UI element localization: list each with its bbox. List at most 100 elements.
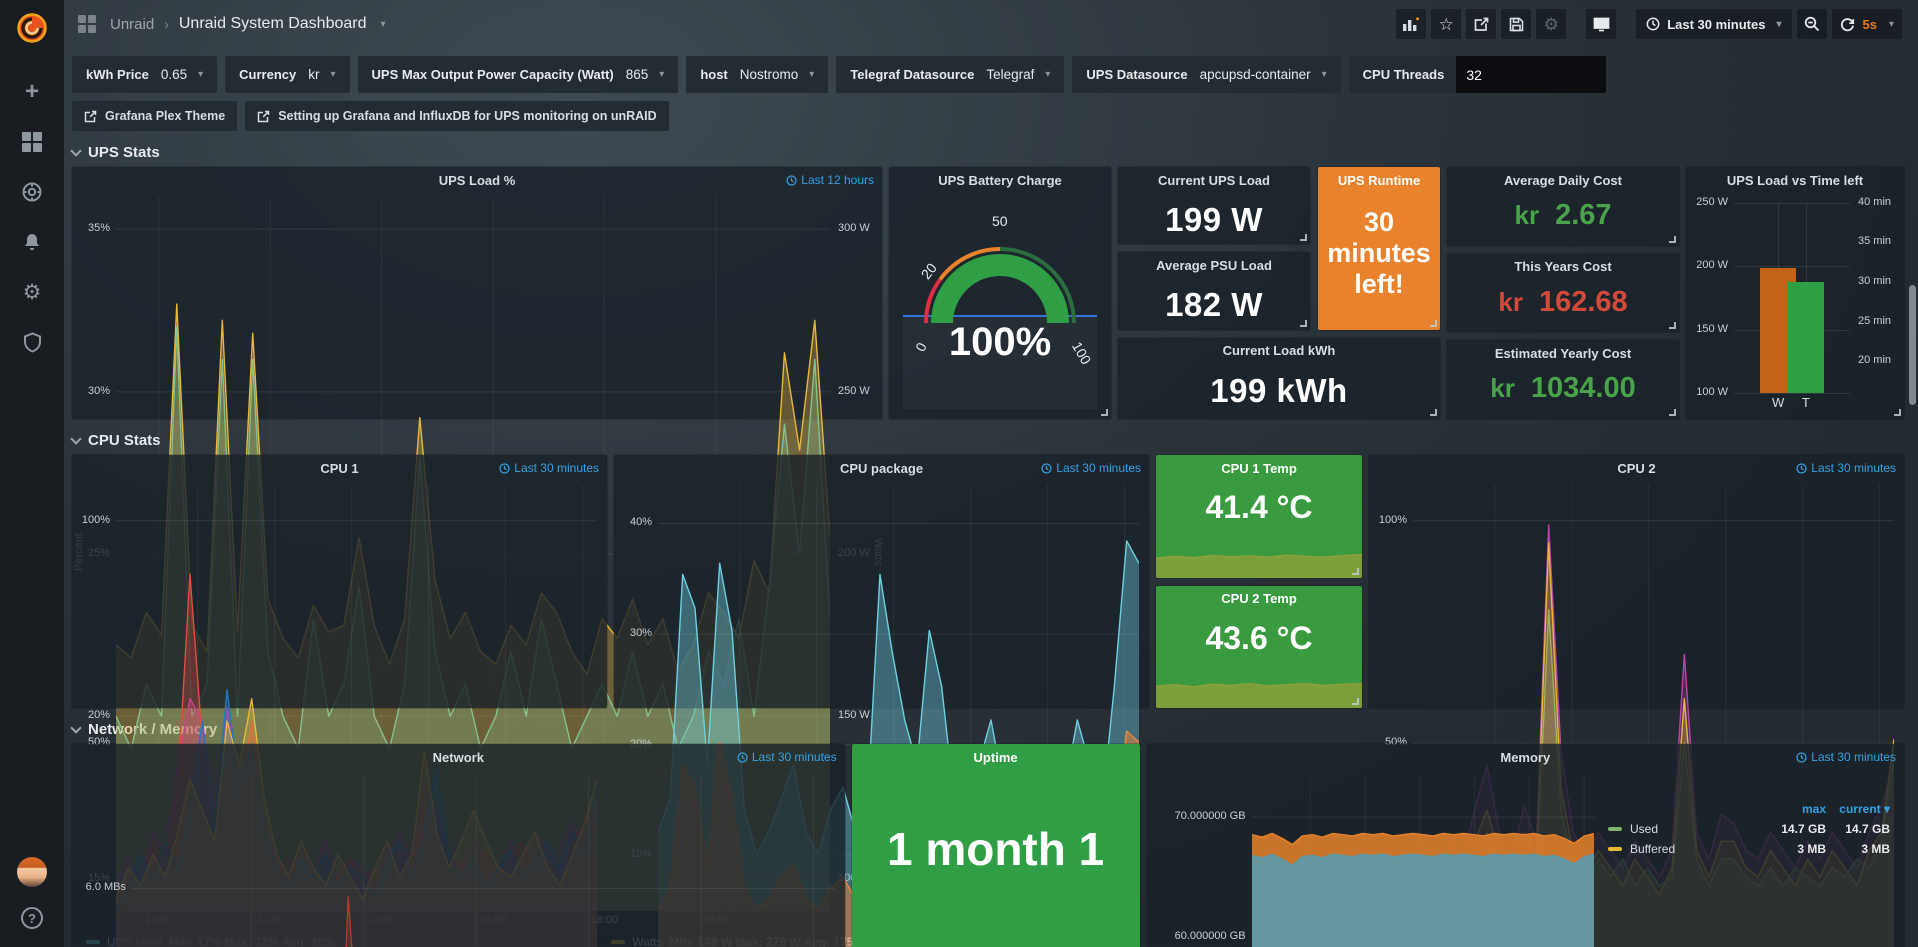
grafana-logo[interactable] <box>0 0 64 56</box>
panel-resize-handle[interactable] <box>1300 234 1307 241</box>
load-time-bar-chart[interactable] <box>1734 203 1850 393</box>
stat-value: 199 W <box>1165 201 1263 239</box>
legend-column-header[interactable]: max <box>1762 802 1826 816</box>
time-range-caret-icon: ▾ <box>1776 19 1781 30</box>
variable-value[interactable]: 865 <box>626 67 649 82</box>
panel-title[interactable]: Memory Last 30 minutes <box>1147 744 1904 770</box>
variable-ups-max-output[interactable]: UPS Max Output Power Capacity (Watt) 865… <box>358 56 679 93</box>
dashboards-icon[interactable] <box>20 130 44 154</box>
panel-estimated-yearly-cost: Estimated Yearly Cost kr1034.00 <box>1447 340 1679 419</box>
memory-chart[interactable] <box>1252 776 1594 947</box>
legend-series-name[interactable]: Buffered <box>1608 842 1762 856</box>
panel-title[interactable]: Current UPS Load <box>1158 167 1270 193</box>
variable-value[interactable]: 0.65 <box>161 67 187 82</box>
dashboard-title-caret-icon[interactable]: ▾ <box>381 19 386 30</box>
axis-tick: 35 min <box>1858 235 1891 247</box>
panel-resize-handle[interactable] <box>1430 409 1437 416</box>
panel-resize-handle[interactable] <box>1352 698 1359 705</box>
create-plus-icon[interactable]: + <box>20 80 44 104</box>
axis-tick: 250 W <box>838 385 870 397</box>
zoom-out-button[interactable] <box>1797 9 1827 39</box>
panel-time-override[interactable]: Last 30 minutes <box>737 750 837 764</box>
panel-cpu-package: CPU package Last 30 minutes 40%30%20%10%… <box>614 455 1149 708</box>
variable-value[interactable]: Telegraf <box>986 67 1034 82</box>
panel-title[interactable]: UPS Load vs Time left <box>1686 167 1904 193</box>
panel-resize-handle[interactable] <box>1430 320 1437 327</box>
star-dashboard-button[interactable]: ☆ <box>1431 9 1461 39</box>
add-panel-button[interactable] <box>1396 9 1426 39</box>
panel-resize-handle[interactable] <box>1352 568 1359 575</box>
variable-currency[interactable]: Currency kr▾ <box>225 56 349 93</box>
dashboard-settings-button[interactable]: ⚙ <box>1536 9 1566 39</box>
breadcrumb-folder[interactable]: Unraid <box>110 16 154 33</box>
dashboards-grid-glyph <box>22 132 42 152</box>
admin-shield-icon[interactable] <box>20 330 44 354</box>
panel-title[interactable]: Network Last 30 minutes <box>72 744 845 770</box>
variable-label: CPU Threads <box>1363 67 1445 82</box>
y-axis-right: 40 min35 min30 min25 min20 min <box>1850 203 1904 393</box>
help-icon[interactable]: ? <box>21 907 43 929</box>
cpu-threads-input[interactable] <box>1456 56 1606 93</box>
panel-resize-handle[interactable] <box>1300 320 1307 327</box>
stat-value: 182 W <box>1165 286 1263 324</box>
panel-title[interactable]: Average PSU Load <box>1156 252 1272 278</box>
dashboard-title[interactable]: Unraid System Dashboard <box>179 15 367 33</box>
panel-title[interactable]: Average Daily Cost <box>1504 167 1622 193</box>
panel-title[interactable]: UPS Runtime <box>1318 167 1440 193</box>
axis-tick: 70.000000 GB <box>1175 810 1246 822</box>
legend-column-header[interactable]: current ▾ <box>1826 802 1890 816</box>
user-avatar[interactable] <box>17 857 47 887</box>
time-range-picker[interactable]: Last 30 minutes ▾ <box>1636 9 1791 39</box>
refresh-control[interactable]: 5s ▾ <box>1832 9 1903 39</box>
bar-T[interactable] <box>1788 282 1824 393</box>
variable-host[interactable]: host Nostromo▾ <box>686 56 828 93</box>
network-chart[interactable] <box>132 776 835 947</box>
panel-time-override[interactable]: Last 12 hours <box>786 173 874 187</box>
variable-value[interactable]: apcupsd-container <box>1200 67 1311 82</box>
panel-title[interactable]: UPS Load % Last 12 hours <box>72 167 882 193</box>
panel-resize-handle[interactable] <box>1894 409 1901 416</box>
panel-title[interactable]: CPU 2 Temp <box>1156 586 1362 612</box>
panel-title[interactable]: This Years Cost <box>1514 254 1611 280</box>
share-dashboard-button[interactable] <box>1466 9 1496 39</box>
panel-resize-handle[interactable] <box>1669 409 1676 416</box>
variable-value[interactable]: kr <box>308 67 319 82</box>
top-navbar: Unraid › Unraid System Dashboard ▾ ☆ ⚙ <box>68 0 1904 48</box>
variable-ups-datasource[interactable]: UPS Datasource apcupsd-container▾ <box>1072 56 1340 93</box>
panel-title[interactable]: UPS Battery Charge <box>889 167 1111 193</box>
save-dashboard-button[interactable] <box>1501 9 1531 39</box>
link-grafana-plex-theme[interactable]: Grafana Plex Theme <box>72 101 237 131</box>
panel-time-override[interactable]: Last 30 minutes <box>499 461 599 475</box>
panel-title[interactable]: CPU package Last 30 minutes <box>614 455 1149 481</box>
panel-title[interactable]: CPU 2 Last 30 minutes <box>1369 455 1904 481</box>
variable-kwh-price[interactable]: kWh Price 0.65▾ <box>72 56 217 93</box>
clock-icon <box>1796 752 1807 763</box>
cpu1-temp-sparkline <box>1156 552 1362 578</box>
stat-value: kr162.68 <box>1498 286 1627 319</box>
panel-title[interactable]: Current Load kWh <box>1223 338 1336 364</box>
panel-title[interactable]: CPU 1 Temp <box>1156 455 1362 481</box>
alerting-bell-icon[interactable] <box>20 230 44 254</box>
star-icon: ☆ <box>1439 16 1454 33</box>
link-ups-monitoring-guide[interactable]: Setting up Grafana and InfluxDB for UPS … <box>245 101 668 131</box>
panel-time-override[interactable]: Last 30 minutes <box>1796 461 1896 475</box>
legend-series-name[interactable]: Used <box>1608 822 1762 836</box>
tv-mode-button[interactable] <box>1586 9 1616 39</box>
panel-title[interactable]: Estimated Yearly Cost <box>1495 340 1631 366</box>
panel-title[interactable]: CPU 1 Last 30 minutes <box>72 455 607 481</box>
variable-telegraf-datasource[interactable]: Telegraf Datasource Telegraf▾ <box>836 56 1064 93</box>
panel-resize-handle[interactable] <box>1669 236 1676 243</box>
panel-title[interactable]: Uptime <box>852 744 1140 770</box>
configuration-gear-icon[interactable]: ⚙ <box>20 280 44 304</box>
panel-time-override[interactable]: Last 30 minutes <box>1041 461 1141 475</box>
y-axis-left: 70.000000 GB60.000000 GB50.000000 GB <box>1147 776 1252 947</box>
variable-value[interactable]: Nostromo <box>740 67 799 82</box>
cpu1-temp-svg <box>1156 552 1362 578</box>
scrollbar-thumb[interactable] <box>1909 285 1916 405</box>
explore-compass-icon[interactable] <box>20 180 44 204</box>
panel-resize-handle[interactable] <box>1669 322 1676 329</box>
section-ups-stats[interactable]: UPS Stats <box>72 144 1904 161</box>
panel-resize-handle[interactable] <box>1101 409 1108 416</box>
grafana-flame-icon <box>15 11 49 45</box>
panel-time-override[interactable]: Last 30 minutes <box>1796 750 1896 764</box>
